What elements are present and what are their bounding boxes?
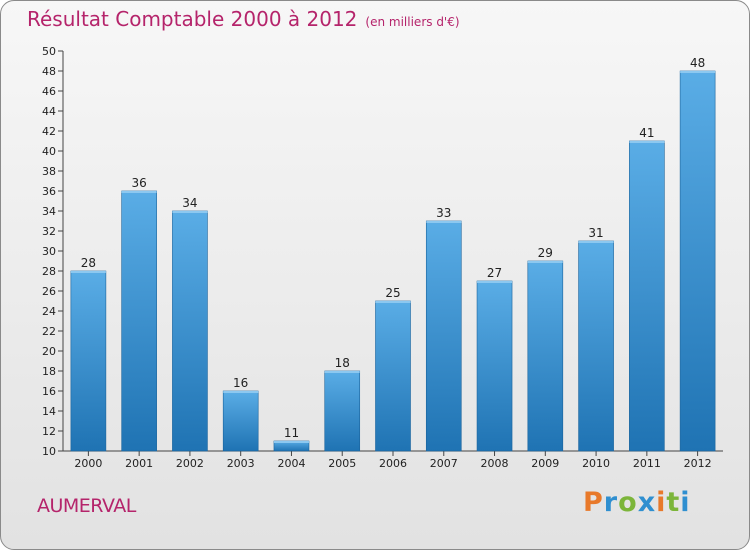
chart-title: Résultat Comptable 2000 à 2012 (en millie… <box>27 7 460 31</box>
bar-value-label: 33 <box>436 206 451 220</box>
bar-value-label: 34 <box>182 196 197 210</box>
bar-value-label: 27 <box>487 266 502 280</box>
logo-letter: P <box>583 487 604 518</box>
x-tick-label: 2002 <box>176 457 204 470</box>
bar-highlight <box>527 261 563 263</box>
bar-highlight <box>70 271 106 273</box>
logo-letter: o <box>618 487 638 518</box>
logo-letter: x <box>637 487 657 518</box>
y-tick-label: 28 <box>42 265 56 278</box>
bar-highlight <box>477 281 513 283</box>
bar-2011 <box>629 140 665 452</box>
bar-highlight <box>121 191 157 193</box>
bar-value-label: 41 <box>639 126 654 140</box>
y-tick-label: 16 <box>42 385 56 398</box>
bar-highlight <box>324 371 360 373</box>
x-tick-label: 2001 <box>125 457 153 470</box>
x-tick-label: 2010 <box>582 457 610 470</box>
bar-value-label: 29 <box>538 246 553 260</box>
bar-2001 <box>121 190 157 452</box>
bar-highlight <box>426 221 462 223</box>
bar-2012 <box>679 70 716 452</box>
y-tick-label: 14 <box>42 405 56 418</box>
y-tick-label: 12 <box>42 425 56 438</box>
bar-2002 <box>172 210 208 452</box>
y-tick-label: 40 <box>42 145 56 158</box>
bar-value-label: 48 <box>690 56 705 70</box>
logo-letter: i <box>656 487 667 518</box>
bar-value-label: 11 <box>284 426 299 440</box>
logo-letter: r <box>603 487 619 518</box>
logo-letter: i <box>680 487 691 518</box>
x-tick-label: 2003 <box>227 457 255 470</box>
bar-highlight <box>578 241 614 243</box>
y-tick-label: 26 <box>42 285 56 298</box>
y-tick-label: 30 <box>42 245 56 258</box>
x-tick-label: 2011 <box>633 457 661 470</box>
y-tick-label: 34 <box>42 205 56 218</box>
bar-2007 <box>425 220 462 452</box>
bar-highlight <box>223 391 259 393</box>
bar-highlight <box>375 301 411 303</box>
y-tick-label: 48 <box>42 65 56 78</box>
x-tick-label: 2007 <box>430 457 458 470</box>
bar-highlight <box>172 211 208 213</box>
bar-value-label: 36 <box>132 176 147 190</box>
bar-2008 <box>476 280 513 452</box>
y-tick-label: 24 <box>42 305 56 318</box>
proxiti-logo: Proxiti <box>583 487 691 518</box>
bar-2009 <box>527 260 564 452</box>
y-tick-label: 22 <box>42 325 56 338</box>
bar-highlight <box>273 441 309 443</box>
bar-2000 <box>70 270 107 452</box>
x-tick-label: 2006 <box>379 457 407 470</box>
y-tick-label: 32 <box>42 225 56 238</box>
bar-2005 <box>324 370 361 452</box>
x-tick-label: 2012 <box>684 457 712 470</box>
bar-value-label: 25 <box>385 286 400 300</box>
bar-value-label: 31 <box>588 226 603 240</box>
x-tick-label: 2000 <box>74 457 102 470</box>
y-tick-label: 20 <box>42 345 56 358</box>
bar-highlight <box>629 141 665 143</box>
chart-subtitle: (en milliers d'€) <box>365 15 460 29</box>
y-tick-label: 10 <box>42 445 56 458</box>
bar-value-label: 18 <box>335 356 350 370</box>
y-tick-label: 46 <box>42 85 56 98</box>
logo-letter: t <box>666 487 681 518</box>
y-tick-label: 36 <box>42 185 56 198</box>
x-tick-label: 2009 <box>531 457 559 470</box>
y-tick-label: 44 <box>42 105 56 118</box>
bar-value-label: 28 <box>81 256 96 270</box>
bar-highlight <box>680 71 716 73</box>
y-tick-label: 18 <box>42 365 56 378</box>
bar-value-label: 16 <box>233 376 248 390</box>
y-tick-label: 50 <box>42 45 56 58</box>
x-tick-label: 2004 <box>277 457 305 470</box>
x-tick-label: 2008 <box>481 457 509 470</box>
bar-2003 <box>222 390 259 452</box>
bar-2006 <box>375 300 411 452</box>
y-tick-label: 42 <box>42 125 56 138</box>
commune-name: AUMERVAL <box>37 495 136 517</box>
y-tick-label: 38 <box>42 165 56 178</box>
x-tick-label: 2005 <box>328 457 356 470</box>
bar-2010 <box>578 240 614 452</box>
